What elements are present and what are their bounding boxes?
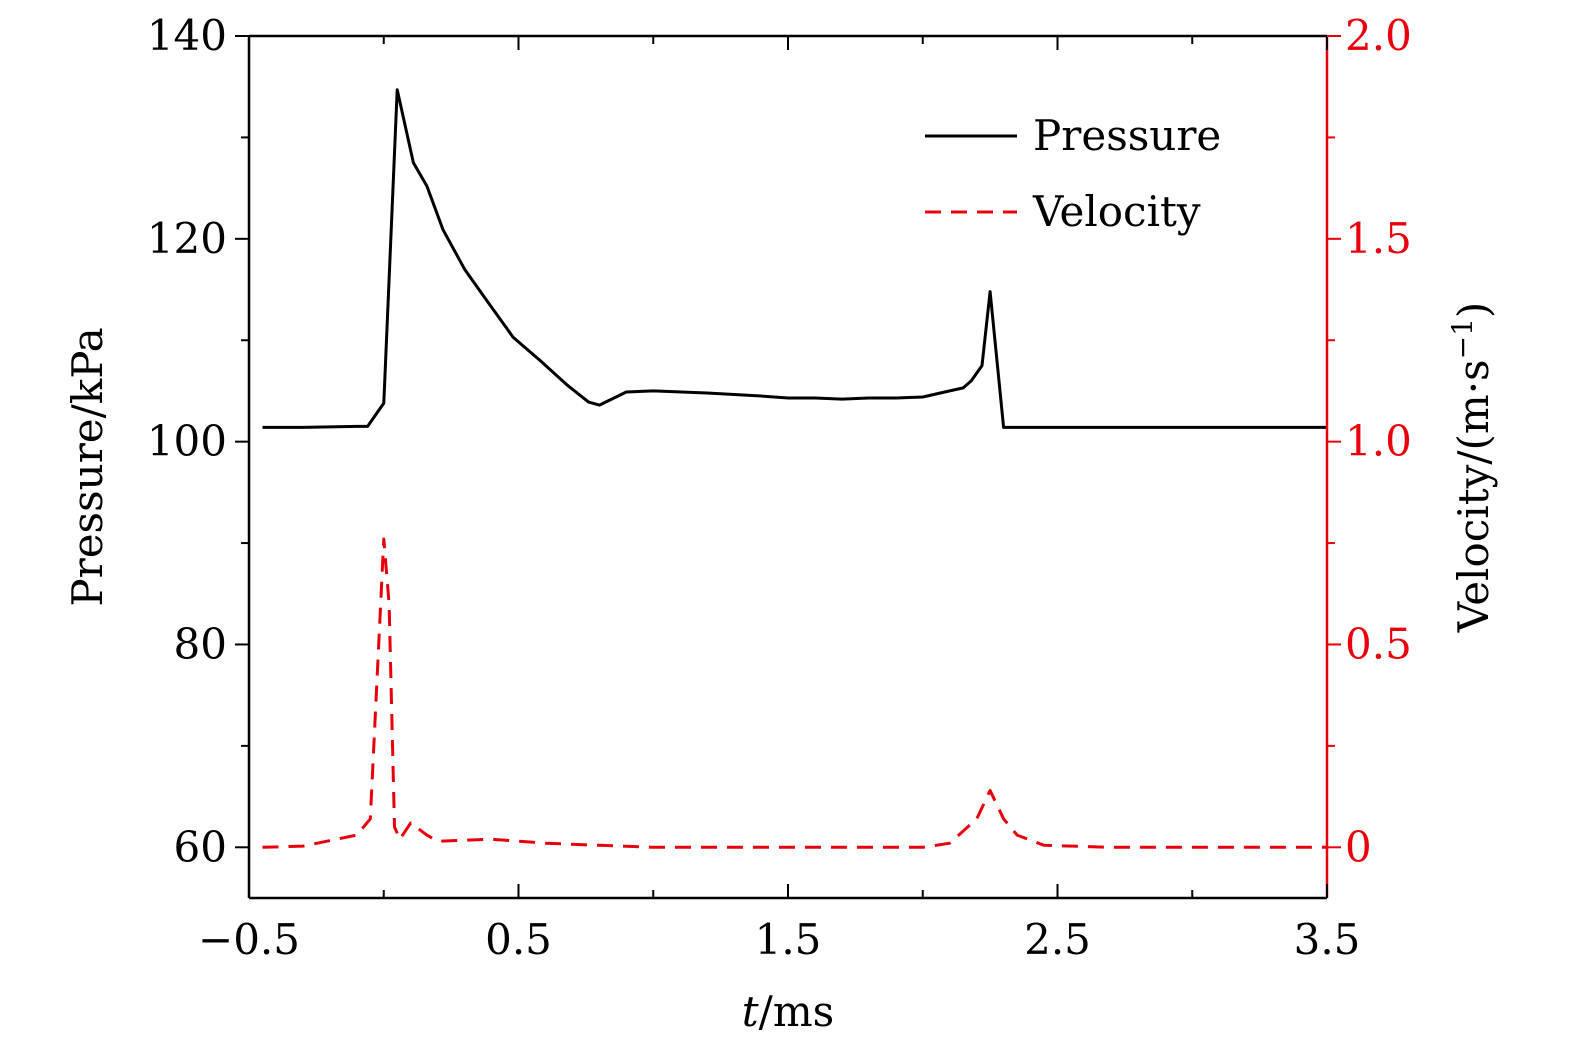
y-right-axis-title-superscript: −1 — [1446, 318, 1479, 359]
x-axis-title: t/ms — [742, 987, 834, 1036]
x-tick-label: 0.5 — [485, 915, 552, 964]
y-right-axis-title-close: ) — [1449, 302, 1498, 318]
y-left-tick-label: 100 — [147, 417, 227, 466]
axes-layer — [235, 34, 1341, 900]
x-tick-label: −0.5 — [198, 915, 300, 964]
y-left-tick-label: 80 — [174, 619, 227, 668]
legend-label-pressure: Pressure — [1033, 111, 1221, 160]
legend: Pressure Velocity — [925, 111, 1221, 236]
x-axis-title-unit: /ms — [759, 987, 835, 1036]
y-right-axis-title: Velocity/(m·s−1) — [1446, 302, 1498, 634]
y-right-tick-label: 0 — [1345, 822, 1372, 871]
y-left-tick-label: 60 — [174, 822, 227, 871]
y-right-tick-label: 2.0 — [1345, 11, 1412, 60]
y-right-tick-label: 1.0 — [1345, 417, 1412, 466]
y-right-axis-title-main: Velocity/(m·s — [1449, 359, 1498, 633]
series-line-velocity — [262, 537, 1327, 849]
x-tick-label: 3.5 — [1294, 915, 1361, 964]
x-tick-label: 1.5 — [755, 915, 822, 964]
y-left-tick-label: 120 — [147, 214, 227, 263]
y-left-axis-title: Pressure/kPa — [63, 327, 112, 606]
labels-layer: −0.5 0.5 1.5 2.5 3.5 60 80 100 120 140 0 0.5 1.0 1.5 2… — [63, 11, 1498, 1036]
series-layer — [262, 88, 1327, 849]
x-tick-label: 2.5 — [1024, 915, 1091, 964]
legend-label-velocity: Velocity — [1032, 187, 1201, 236]
y-right-tick-label: 0.5 — [1345, 619, 1412, 668]
y-left-tick-label: 140 — [147, 11, 227, 60]
series-line-pressure — [262, 88, 1327, 429]
y-right-tick-label: 1.5 — [1345, 214, 1412, 263]
x-axis-title-variable: t — [742, 987, 759, 1036]
